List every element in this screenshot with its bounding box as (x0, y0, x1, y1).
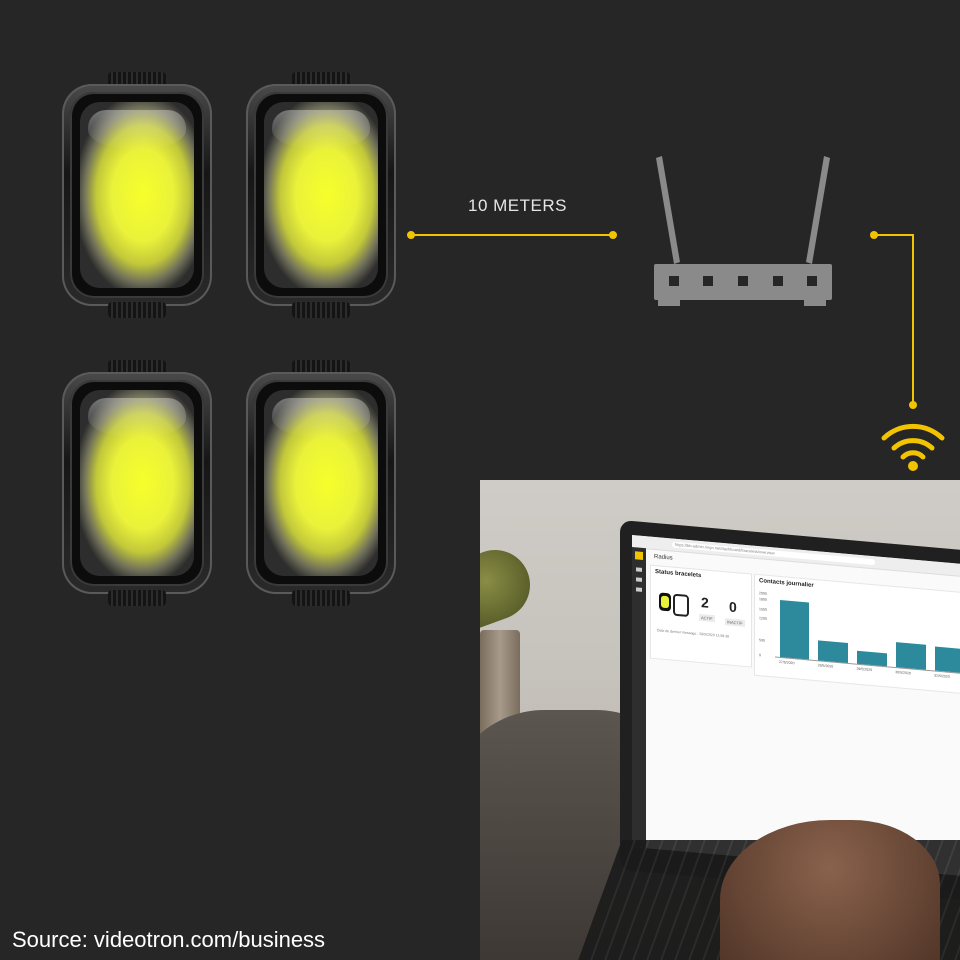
background-plant (480, 540, 540, 630)
x-tick-label: 28/5/2020 (817, 663, 834, 669)
bracelet-thumb (659, 592, 671, 612)
y-tick-label: 1800 (759, 597, 767, 603)
device-frame (246, 372, 396, 594)
chart-bar (779, 599, 810, 660)
app-sidebar (632, 547, 646, 849)
wifi-icon (881, 423, 945, 471)
x-tick-label: 31/5/2020 (934, 673, 950, 679)
y-tick-label: 500 (759, 637, 765, 643)
x-tick-label: 30/5/2020 (895, 670, 911, 676)
chart-bar (857, 650, 887, 667)
connector-dot-right (609, 231, 617, 239)
connector-dot-wifi (909, 401, 917, 409)
nav-item[interactable] (636, 587, 642, 592)
y-tick-label: 1500 (759, 606, 767, 612)
active-count: 2 (701, 594, 709, 611)
last-message: Date du dernier message : 29/5/2020 11:5… (657, 628, 730, 639)
connector-line-devices-router (411, 234, 613, 236)
contacts-card-title: Contacts journalier (759, 578, 814, 589)
bracelet-device-4 (246, 360, 396, 606)
yellow-light (80, 102, 194, 288)
x-tick-label: 27/5/2020 (778, 659, 795, 666)
chart-bar (818, 640, 848, 663)
device-frame (62, 372, 212, 594)
laptop-photo: https://bb-admin.ringo.net/dashboard/bra… (480, 480, 960, 960)
app-title: Radius (654, 553, 673, 562)
inactive-count: 0 (729, 598, 737, 616)
yellow-light (80, 390, 194, 576)
source-caption: Source: videotron.com/business (12, 927, 326, 952)
y-tick-label: 1200 (759, 615, 767, 621)
device-frame (62, 84, 212, 306)
bracelet-device-1 (62, 72, 212, 318)
active-label: ACTIF (699, 613, 715, 623)
typing-hand (720, 820, 940, 960)
bracelet-device-3 (62, 360, 212, 606)
connector-line-down (912, 234, 914, 404)
yellow-light (264, 102, 378, 288)
connector-line-router (874, 234, 914, 236)
strap-bottom (108, 590, 166, 606)
distance-label: 10 METERS (468, 196, 567, 215)
nav-item[interactable] (636, 567, 642, 572)
status-card: Status bracelets 2 ACTIF 0 INACTIF Date … (650, 564, 752, 668)
strap-bottom (292, 590, 350, 606)
nav-item[interactable] (636, 577, 642, 582)
inactive-label: INACTIF (725, 618, 745, 627)
y-tick-label: 2000 (759, 591, 767, 596)
app-logo (635, 551, 643, 561)
contacts-chart: 2000 1800 1500 1200 500 0 27/5/2020 28/5/2020 29… (759, 589, 960, 687)
router-icon (654, 156, 832, 306)
strap-bottom (292, 302, 350, 318)
contacts-card: Contacts journalier 2000 1800 1500 1200 500 0… (754, 573, 960, 697)
x-tick-label: 29/5/2020 (856, 666, 873, 673)
bracelet-ring-thumb (673, 593, 689, 618)
bracelet-device-2 (246, 72, 396, 318)
url-bar[interactable]: https://bb-admin.ringo.net/dashboard/bra… (672, 541, 875, 566)
status-card-title: Status bracelets (655, 569, 702, 580)
chart-bar (896, 642, 926, 670)
strap-bottom (108, 302, 166, 318)
chart-bar (934, 646, 960, 674)
yellow-light (264, 390, 378, 576)
y-tick-label: 0 (759, 653, 761, 658)
device-frame (246, 84, 396, 306)
